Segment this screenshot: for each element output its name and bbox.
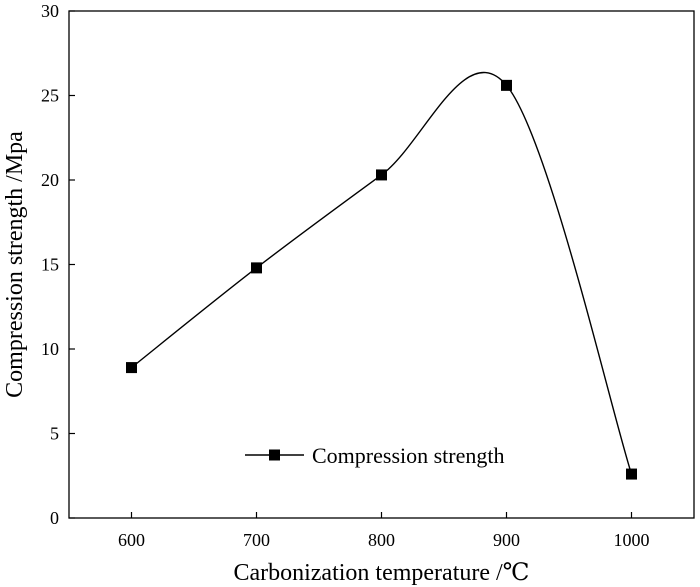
- data-point-marker: [626, 468, 637, 480]
- x-tick-label: 600: [118, 530, 145, 550]
- legend-label: Compression strength: [312, 443, 505, 468]
- plot-frame: [68, 10, 695, 519]
- legend-marker: [269, 449, 280, 461]
- y-tick-label: 0: [50, 508, 59, 528]
- y-axis-title: Compression strength /Mpa: [2, 131, 28, 398]
- x-tick-label: 700: [243, 530, 270, 550]
- data-point-marker: [501, 79, 512, 91]
- plot-border: [68, 10, 695, 519]
- x-tick-label: 900: [493, 530, 520, 550]
- series-group: [126, 71, 637, 480]
- y-tick-label: 20: [41, 170, 59, 190]
- x-axis-ticks: 600 700 800 900 1000: [118, 512, 650, 550]
- y-tick-label: 10: [41, 339, 59, 359]
- y-tick-label: 5: [50, 424, 59, 444]
- data-point-marker: [126, 362, 137, 374]
- y-tick-label: 15: [41, 255, 59, 275]
- x-tick-label: 800: [368, 530, 395, 550]
- x-tick-label: 1000: [614, 530, 650, 550]
- data-point-marker: [251, 262, 262, 274]
- legend: Compression strength: [245, 443, 505, 468]
- series-line: [131, 71, 633, 475]
- x-axis-title: Carbonization temperature /℃: [233, 560, 529, 586]
- data-point-marker: [376, 169, 387, 181]
- y-tick-label: 30: [41, 1, 59, 21]
- y-tick-label: 25: [41, 86, 59, 106]
- y-axis-ticks: 0 5 10 15 20 25 30: [41, 1, 75, 528]
